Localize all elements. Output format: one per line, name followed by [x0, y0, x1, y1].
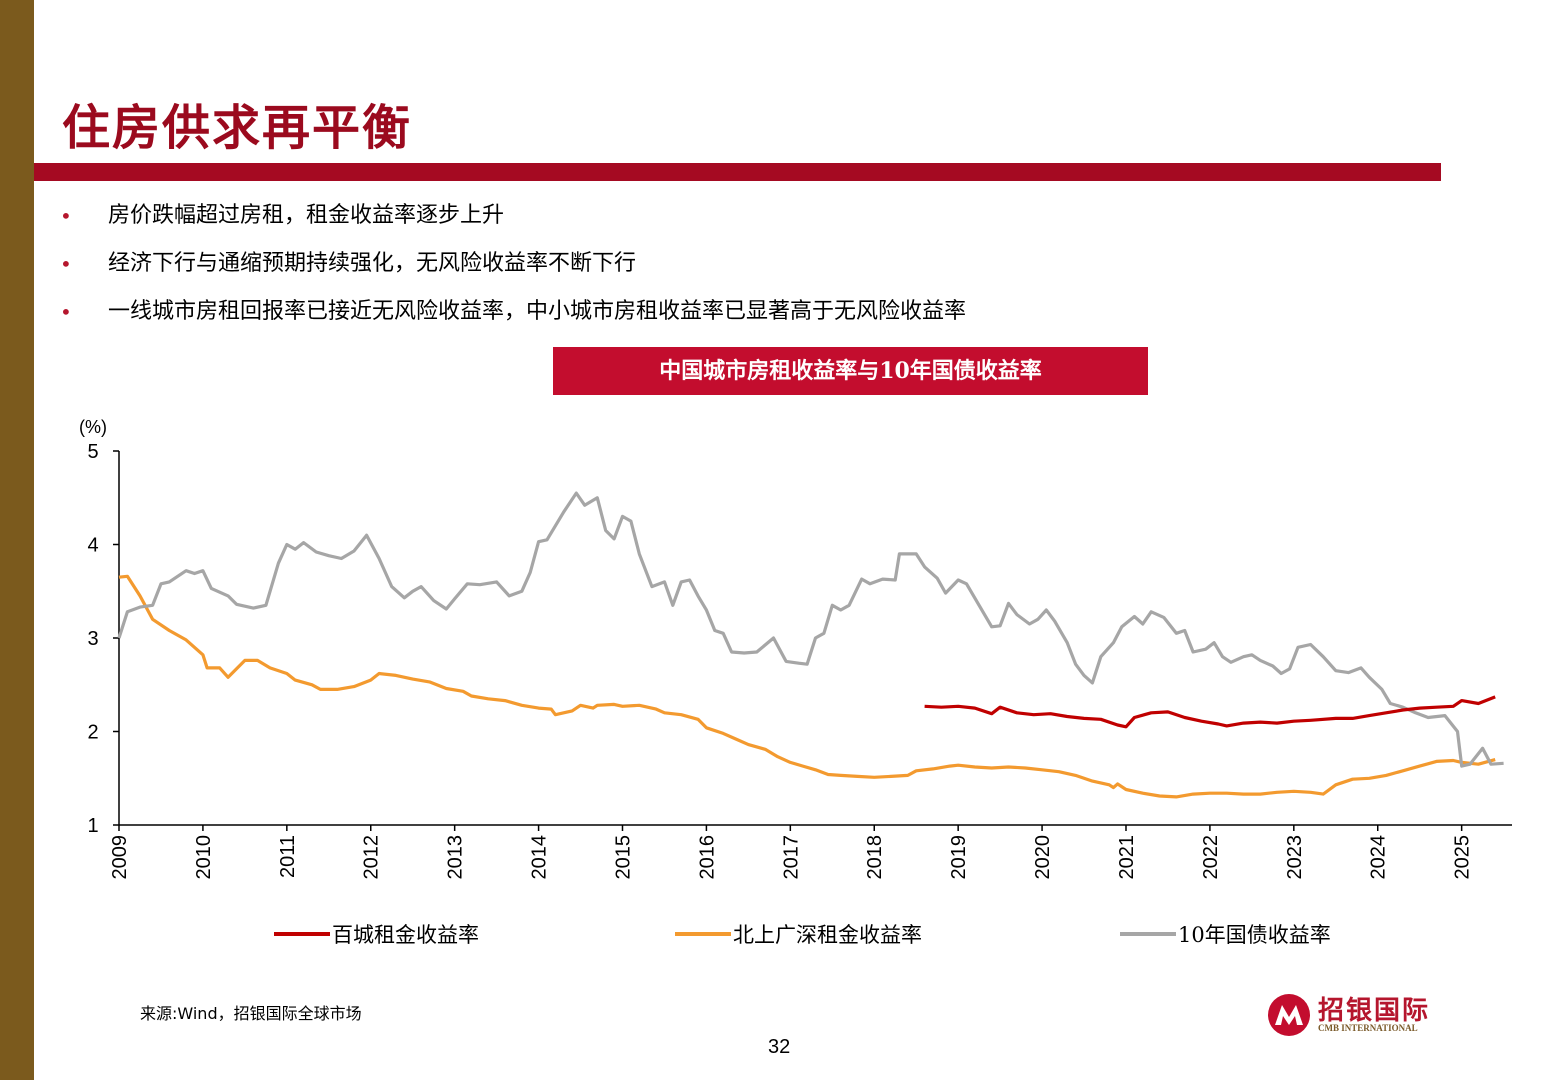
y-tick-label: 5 — [87, 441, 98, 463]
logo-name: 招银国际 — [1318, 996, 1431, 1026]
cmb-international-logo: 招银国际 CMB INTERNATIONAL — [1266, 992, 1446, 1038]
page-title: 住房供求再平衡 — [62, 100, 413, 156]
y-tick-label: 4 — [87, 535, 98, 557]
bullet-item: • 房价跌幅超过房租，租金收益率逐步上升 — [60, 198, 966, 246]
x-tick-label: 2017 — [780, 835, 802, 880]
x-tick-label: 2012 — [361, 835, 383, 880]
cmb-logo-icon — [1268, 994, 1310, 1036]
bullet-text: 房价跌幅超过房租，租金收益率逐步上升 — [108, 203, 505, 228]
series-line — [924, 695, 1496, 729]
y-tick-label: 3 — [87, 628, 98, 650]
x-tick-label: 2022 — [1200, 835, 1222, 880]
logo-subtitle: CMB INTERNATIONAL — [1318, 1023, 1418, 1033]
x-tick-label: 2009 — [109, 835, 131, 880]
x-tick-label: 2010 — [193, 835, 215, 880]
y-tick-label: 2 — [87, 722, 98, 744]
x-tick-label: 2018 — [864, 835, 886, 880]
bullet-item: • 一线城市房租回报率已接近无风险收益率，中小城市房租收益率已显著高于无风险收益率 — [60, 294, 966, 342]
x-tick-label: 2021 — [1116, 835, 1138, 880]
x-tick-label: 2015 — [612, 835, 634, 880]
bullet-marker: • — [60, 300, 72, 324]
x-tick-label: 2016 — [696, 835, 718, 880]
bullet-list: • 房价跌幅超过房租，租金收益率逐步上升 • 经济下行与通缩预期持续强化，无风险收益… — [60, 198, 966, 342]
bullet-text: 经济下行与通缩预期持续强化，无风险收益率不断下行 — [108, 251, 637, 276]
x-tick-label: 2024 — [1368, 835, 1390, 880]
page-number: 32 — [768, 1036, 791, 1058]
x-tick-label: 2014 — [529, 835, 551, 880]
legend-label: 10年国债收益率 — [1178, 923, 1331, 947]
x-tick-label: 2023 — [1284, 835, 1306, 880]
x-tick-label: 2025 — [1452, 835, 1474, 880]
x-tick-label: 2011 — [277, 835, 299, 878]
bullet-item: • 经济下行与通缩预期持续强化，无风险收益率不断下行 — [60, 246, 966, 294]
bullet-marker: • — [60, 204, 72, 228]
side-accent-bar — [0, 0, 34, 1080]
y-axis-label: (%) — [79, 417, 107, 437]
legend-label: 北上广深租金收益率 — [733, 923, 922, 947]
x-tick-label: 2020 — [1032, 835, 1054, 880]
series-line — [117, 491, 1504, 768]
series-line — [118, 574, 1496, 799]
x-tick-label: 2013 — [445, 835, 467, 880]
source-note: 来源:Wind，招银国际全球市场 — [140, 1004, 362, 1023]
bullet-text: 一线城市房租回报率已接近无风险收益率，中小城市房租收益率已显著高于无风险收益率 — [108, 299, 967, 324]
legend-label: 百城租金收益率 — [332, 923, 479, 947]
chart-title: 中国城市房租收益率与10年国债收益率 — [553, 347, 1148, 395]
y-tick-label: 1 — [87, 815, 98, 837]
title-divider — [34, 163, 1441, 181]
bullet-marker: • — [60, 252, 72, 276]
x-tick-label: 2019 — [948, 835, 970, 880]
line-chart: 1 2 3 4 5 (%) 2009 2010 2011 2012 2013 2014 2015 2016… — [79, 417, 1512, 947]
